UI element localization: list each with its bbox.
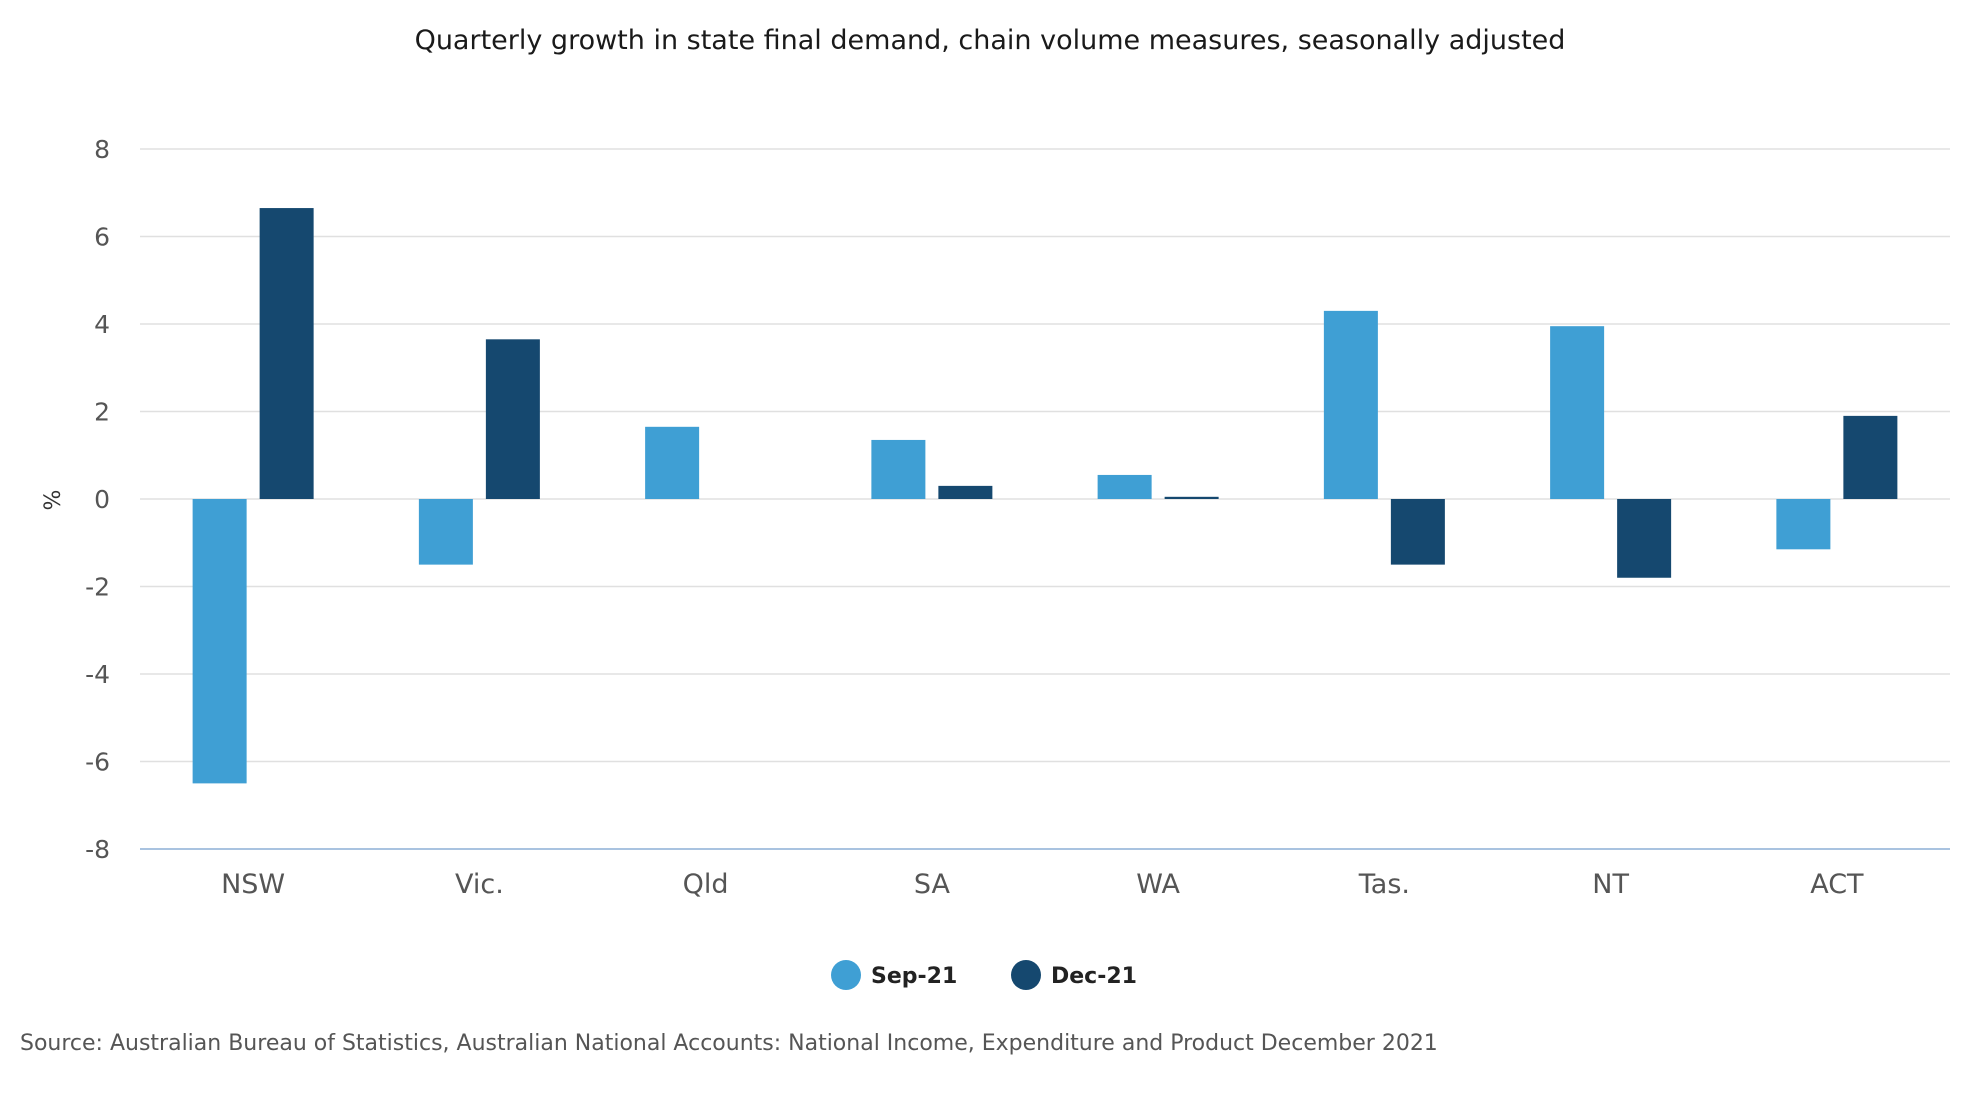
x-tick-label: SA [914, 869, 951, 900]
bar-sep-21-nsw [192, 499, 247, 784]
bar-sep-21-sa [871, 439, 926, 499]
y-tick-label: 6 [94, 223, 110, 252]
bar-sep-21-nt [1550, 326, 1605, 499]
y-tick-label: 0 [94, 485, 110, 514]
x-tick-label: Tas. [1358, 869, 1410, 900]
bar-dec-21-tas [1390, 499, 1445, 565]
bar-sep-21-act [1776, 499, 1831, 550]
y-tick-label: -8 [85, 835, 110, 864]
x-tick-label: NT [1592, 869, 1629, 900]
bar-dec-21-vic [485, 339, 540, 499]
x-tick-label: WA [1136, 869, 1180, 900]
bar-dec-21-nsw [259, 208, 314, 499]
y-axis-label: % [41, 490, 66, 511]
bar-dec-21-sa [938, 485, 993, 499]
y-tick-label: 2 [94, 398, 110, 427]
bar-dec-21-nt [1617, 499, 1672, 578]
x-tick-label: Qld [683, 869, 729, 900]
legend: Sep-21 Dec-21 [831, 960, 1137, 990]
y-tick-label: -6 [85, 748, 110, 777]
x-tick-label: ACT [1810, 869, 1864, 900]
legend-swatch [831, 960, 861, 990]
x-tick-label: NSW [221, 869, 285, 900]
bar-dec-21-act [1843, 415, 1898, 499]
bars [192, 208, 1898, 784]
bar-sep-21-vic [418, 499, 473, 565]
legend-label: Sep-21 [871, 964, 957, 989]
y-tick-label: -4 [85, 660, 110, 689]
source-note: Source: Australian Bureau of Statistics,… [20, 1031, 1438, 1056]
bar-dec-21-wa [1164, 496, 1219, 499]
bar-sep-21-qld [645, 426, 700, 499]
bar-sep-21-wa [1097, 474, 1152, 499]
y-tick-label: 8 [94, 135, 110, 164]
gridlines [140, 148, 1950, 850]
chart-title: Quarterly growth in state final demand, … [415, 25, 1566, 56]
bar-sep-21-tas [1323, 310, 1378, 499]
legend-label: Dec-21 [1051, 964, 1137, 989]
y-tick-label: 4 [94, 310, 110, 339]
legend-swatch [1011, 960, 1041, 990]
y-tick-label: -2 [85, 573, 110, 602]
axes: 8 6 4 2 0 -2 -4 -6 -8 NSW Vic. Qld SA WA Tas. NT ACT [85, 135, 1864, 900]
x-tick-label: Vic. [455, 869, 504, 900]
